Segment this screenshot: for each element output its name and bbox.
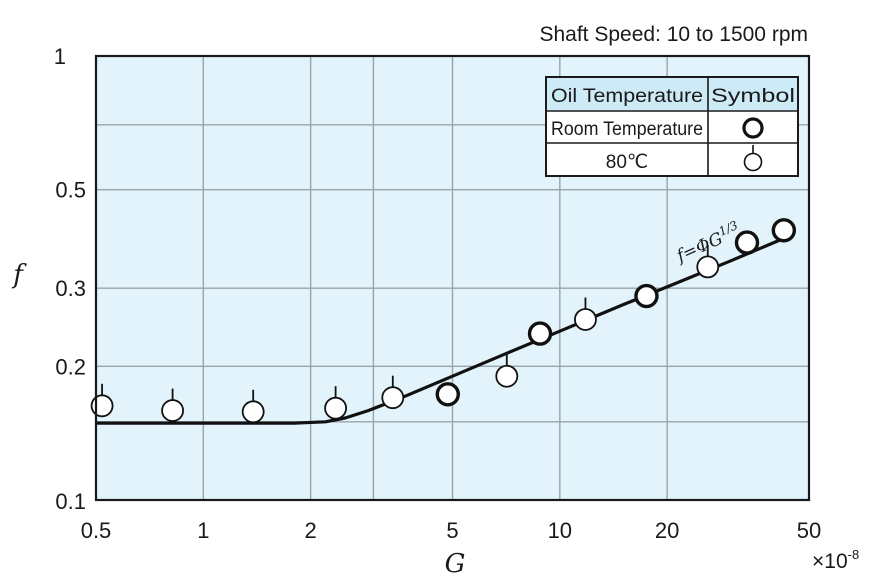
data-point-room-temperature — [527, 321, 553, 346]
x-tick-label: 50 — [797, 518, 821, 543]
x-unit-exponent: -8 — [848, 547, 860, 562]
legend-border — [545, 76, 799, 177]
data-points — [90, 218, 797, 424]
legend-row-room-temperature: Room Temperature — [551, 119, 703, 140]
y-tick-label: 0.3 — [55, 276, 86, 301]
x-tick-label: 0.5 — [81, 518, 112, 543]
data-point-room-temperature — [634, 283, 659, 309]
data-point-80c — [324, 396, 348, 420]
data-point-room-temperature — [435, 382, 460, 407]
legend-symbol-bold-circle — [742, 117, 764, 139]
legend-header-oil-temperature: Oil Temperature — [551, 86, 703, 107]
x-tick-label: 20 — [655, 518, 679, 543]
legend-symbol-tick-circle — [743, 152, 763, 172]
x-tick-label: 10 — [548, 518, 572, 543]
plot-frame — [94, 54, 811, 502]
x-tick-labels: 0.5 1 2 5 10 20 50 — [81, 518, 822, 543]
data-point-room-temperature — [771, 218, 797, 243]
data-point-room-temperature — [734, 230, 760, 255]
y-tick-label: 1 — [54, 44, 66, 69]
y-tick-label: 0.5 — [55, 178, 86, 203]
data-point-80c — [161, 399, 184, 422]
data-point-80c — [696, 255, 720, 279]
y-tick-label: 0.1 — [55, 489, 86, 514]
x-axis-title: G — [445, 549, 466, 579]
data-point-80c — [574, 308, 597, 331]
data-point-80c — [381, 386, 405, 410]
legend-header-background — [546, 77, 798, 111]
x-unit-base: ×10 — [812, 550, 848, 573]
x-tick-label: 2 — [305, 518, 317, 543]
shaft-speed-annotation: Shaft Speed: 10 to 1500 rpm — [539, 23, 808, 46]
x-tick-label: 5 — [446, 518, 458, 543]
y-tick-label: 0.2 — [55, 354, 86, 379]
legend-row-80c: 80℃ — [606, 152, 648, 173]
data-point-80c — [90, 394, 114, 418]
legend-table: Oil Temperature Symbol Room Temperature … — [545, 76, 799, 177]
y-axis-title: f — [11, 260, 27, 290]
legend-header-symbol: Symbol — [711, 86, 795, 107]
data-point-80c — [241, 400, 265, 424]
x-tick-label: 1 — [197, 518, 209, 543]
x-unit-label: ×10-8 — [812, 547, 859, 573]
y-tick-labels: 0.1 0.2 0.3 0.5 1 — [54, 44, 86, 514]
data-point-80c — [495, 364, 519, 388]
